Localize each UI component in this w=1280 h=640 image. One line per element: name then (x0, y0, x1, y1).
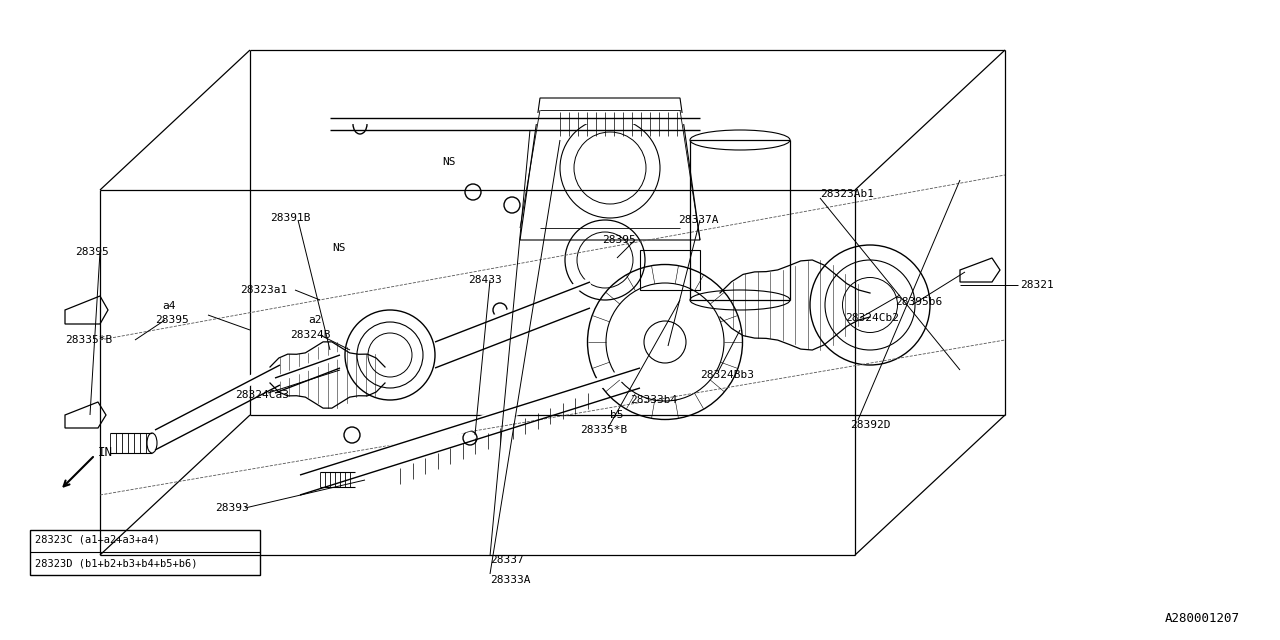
Text: 28324B: 28324B (291, 330, 330, 340)
Text: 28395: 28395 (76, 247, 109, 257)
Text: 28395: 28395 (155, 315, 188, 325)
Text: NS: NS (332, 243, 346, 253)
Text: 28391B: 28391B (270, 213, 311, 223)
Text: 28323Ab1: 28323Ab1 (820, 189, 874, 199)
Text: A280001207: A280001207 (1165, 611, 1240, 625)
Text: 28393: 28393 (215, 503, 248, 513)
Text: IN: IN (99, 445, 113, 458)
Text: 28395: 28395 (602, 235, 636, 245)
Text: NS: NS (442, 157, 456, 167)
Text: 28321: 28321 (1020, 280, 1053, 290)
Text: 28392D: 28392D (850, 420, 891, 430)
Text: 28324Ca3: 28324Ca3 (236, 390, 289, 400)
Text: 28335*B: 28335*B (580, 425, 627, 435)
Text: b5: b5 (611, 410, 623, 420)
Text: 28324Bb3: 28324Bb3 (700, 370, 754, 380)
Text: 28337: 28337 (490, 555, 524, 565)
Text: 28335*B: 28335*B (65, 335, 113, 345)
Text: 28323C (a1+a2+a3+a4): 28323C (a1+a2+a3+a4) (35, 535, 160, 545)
Text: 28324Cb2: 28324Cb2 (845, 313, 899, 323)
Text: 28395b6: 28395b6 (895, 297, 942, 307)
Bar (29, 530, 260, 575)
Text: a4: a4 (163, 301, 175, 311)
Text: a2: a2 (308, 315, 321, 325)
Text: 28433: 28433 (468, 275, 502, 285)
Text: 28333A: 28333A (490, 575, 530, 585)
Text: 28333b4: 28333b4 (630, 395, 677, 405)
Text: 28337A: 28337A (678, 215, 718, 225)
Text: 28323D (b1+b2+b3+b4+b5+b6): 28323D (b1+b2+b3+b4+b5+b6) (35, 558, 197, 568)
Text: 28323a1: 28323a1 (241, 285, 287, 295)
